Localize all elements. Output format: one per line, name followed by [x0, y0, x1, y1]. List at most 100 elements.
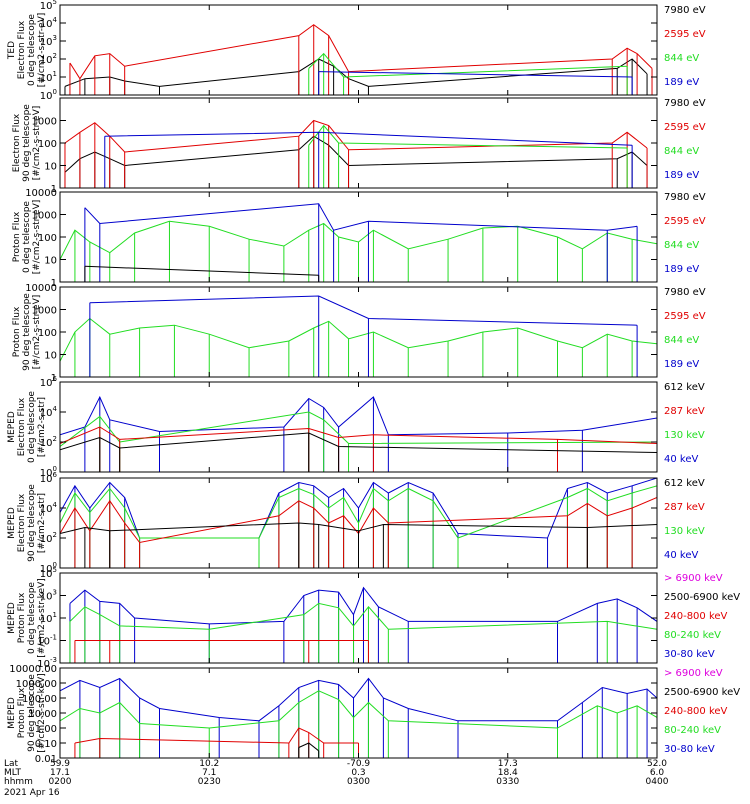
- x-tick-label: 10.2: [199, 759, 219, 769]
- legend-entry: 189 eV: [664, 264, 699, 275]
- y-tick-label: 1000.00: [16, 679, 57, 690]
- panel-2: 1 10 100 1000 Electron Flux 90 deg telescope[…: [12, 97, 706, 195]
- y-tick-label: 105: [40, 0, 57, 12]
- x-tick-label: 0300: [347, 777, 370, 787]
- x-tick-label: 18.4: [498, 768, 518, 778]
- legend-entry: 80-240 keV: [664, 725, 721, 736]
- y-tick-label: 1000: [32, 117, 57, 128]
- panel-3: 1 10 100 1000 10000 Proton Flux 0 deg telescop…: [12, 188, 706, 289]
- panel-frame: [59, 4, 658, 96]
- legend-entry: 844 eV: [664, 53, 699, 64]
- x-tick-label: 0330: [496, 777, 519, 787]
- y-axis-label: [#/cm2-s-str-eV]: [32, 106, 42, 181]
- y-axis-label: 0 deg telescope: [27, 14, 37, 86]
- y-axis-label: MEPED: [7, 602, 17, 634]
- y-tick-label: 10: [44, 162, 57, 173]
- y-tick-label: 100: [40, 88, 57, 102]
- y-axis-label: Proton Flux: [17, 592, 27, 643]
- y-axis-label: MEPED: [7, 697, 17, 729]
- series-line-7980-ev: [64, 135, 648, 173]
- y-tick-label: 104: [40, 501, 58, 515]
- y-tick-label: 103: [40, 589, 57, 603]
- x-tick-label: 0200: [49, 777, 72, 787]
- series-line-844-ev: [308, 124, 628, 149]
- series-line-7980-ev: [84, 265, 319, 276]
- series-line-130-kev: [60, 485, 657, 539]
- legend-entry: 7980 eV: [664, 5, 706, 16]
- y-axis-label: Electron Flux: [17, 397, 27, 456]
- legend-entry: 130 keV: [664, 430, 705, 441]
- legend-entry: 30-80 keV: [664, 744, 715, 755]
- y-tick-label: 100: [40, 465, 57, 479]
- x-tick-label: 0400: [646, 777, 669, 787]
- y-tick-label: 10: [44, 256, 57, 267]
- y-axis-label: MEPED: [7, 411, 17, 443]
- y-axis-label: MEPED: [7, 507, 17, 539]
- y-axis-label: 90 deg telescope: [22, 104, 32, 182]
- y-tick-label: 1.00: [35, 724, 57, 735]
- y-tick-label: 101: [40, 70, 57, 84]
- y-axis-label: Electron Flux: [12, 113, 22, 172]
- legend-entry: 189 eV: [664, 359, 699, 370]
- y-tick-label: 101: [40, 611, 57, 625]
- legend-entry: 2500-6900 keV: [664, 687, 740, 698]
- y-tick-label: 10000: [25, 283, 57, 294]
- x-tick-label: 59.9: [50, 759, 70, 769]
- legend-entry: 612 keV: [664, 382, 705, 393]
- y-tick-label: 104: [40, 405, 58, 419]
- legend-entry: 287 keV: [664, 502, 705, 513]
- y-tick-label: 10000: [25, 188, 57, 199]
- series-group: [60, 203, 657, 282]
- legend-entry: 40 keV: [664, 550, 698, 561]
- legend-entry: 130 keV: [664, 526, 705, 537]
- y-tick-label: 102: [40, 52, 57, 66]
- series-line-287-kev: [60, 426, 657, 444]
- y-tick-label: 106: [40, 375, 58, 389]
- series-group: [60, 677, 657, 758]
- series-line-844-ev: [308, 52, 628, 78]
- y-tick-label: 10: [44, 351, 57, 362]
- series-line-240-800-kev: [74, 727, 359, 744]
- y-axis-label: [#/cm2-s-str]: [37, 397, 47, 457]
- panel-4: 1 10 100 1000 10000 Proton Flux 90 deg telesco…: [12, 283, 706, 384]
- series-line-2595-ev: [64, 119, 648, 153]
- series-line-189-ev: [89, 295, 638, 326]
- y-axis-label: 90 deg telescope: [27, 484, 37, 562]
- y-tick-label: 1: [51, 184, 57, 195]
- y-axis-label: [#/cm2-s-str-eV]: [37, 13, 47, 88]
- x-tick-label: 6.0: [650, 768, 665, 778]
- y-tick-label: 1000: [32, 306, 57, 317]
- x-axis-row-title: hhmm: [4, 777, 33, 787]
- legend-entry: 844 eV: [664, 146, 699, 157]
- y-axis-label: Electron Flux: [17, 493, 27, 552]
- series-line-30-80-kev: [60, 677, 657, 722]
- y-axis-label: Electron Flux: [17, 20, 27, 79]
- date-label: 2021 Apr 16: [4, 788, 60, 798]
- series-line-2595-ev: [69, 24, 653, 80]
- y-tick-label: 1000: [32, 211, 57, 222]
- x-tick-label: 0230: [198, 777, 221, 787]
- legend-entry: 2595 eV: [664, 29, 706, 40]
- y-tick-label: 102: [40, 531, 57, 545]
- y-tick-label: 102: [40, 435, 57, 449]
- y-tick-label: 1: [51, 278, 57, 289]
- series-line-80-240-kev: [60, 690, 657, 729]
- legend-entry: 30-80 keV: [664, 649, 715, 660]
- legend-entry: > 6900 keV: [664, 668, 723, 679]
- legend-entry: 2595 eV: [664, 216, 706, 227]
- x-tick-label: 7.1: [202, 768, 216, 778]
- legend-entry: 2595 eV: [664, 122, 706, 133]
- y-tick-label: 10000.00: [9, 664, 57, 675]
- series-group: [60, 395, 657, 472]
- y-tick-label: 103: [40, 34, 57, 48]
- y-tick-label: 100: [40, 561, 57, 575]
- y-axis-label: Proton Flux: [12, 306, 22, 357]
- series-line-189-ev: [318, 71, 633, 78]
- legend-entry: 240-800 keV: [664, 706, 728, 717]
- series-line-40-kev: [60, 395, 657, 436]
- legend-entry: 7980 eV: [664, 192, 706, 203]
- panel-frame: [59, 381, 658, 473]
- y-tick-label: 10.00: [28, 709, 57, 720]
- legend-entry: 7980 eV: [664, 98, 706, 109]
